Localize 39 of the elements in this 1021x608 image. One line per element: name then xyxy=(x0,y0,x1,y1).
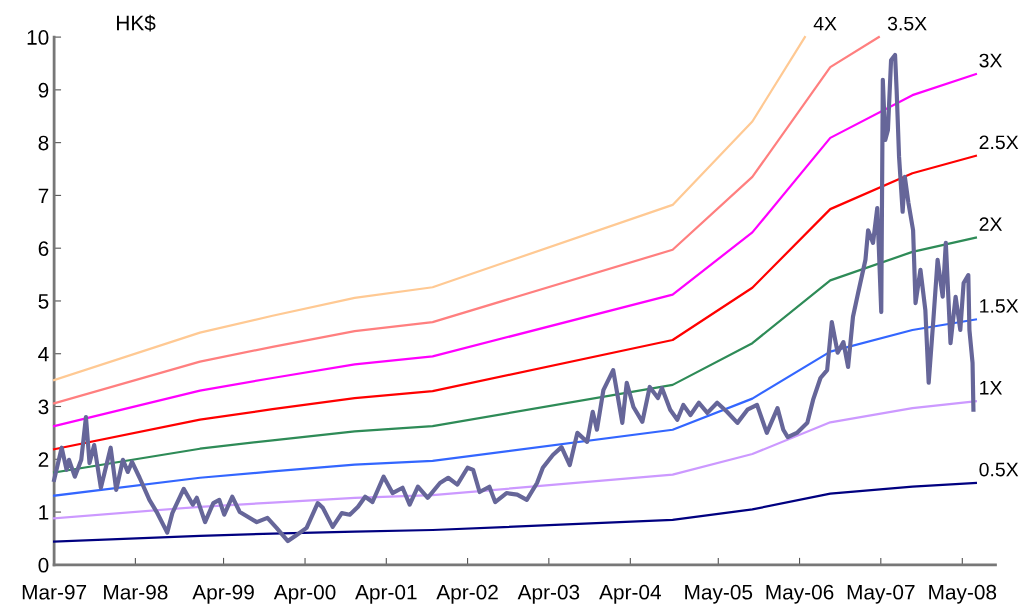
y-tick-label: 3 xyxy=(38,399,49,415)
line-series xyxy=(53,481,977,543)
series-label: 2X xyxy=(979,217,1003,231)
x-tick-label: Apr-99 xyxy=(192,584,254,604)
series-label: 2.5X xyxy=(979,135,1019,150)
y-tick-label: 8 xyxy=(38,135,49,151)
x-tick-label: May-07 xyxy=(847,584,915,604)
y-tick-label: 2 xyxy=(38,452,49,467)
line-series xyxy=(53,236,977,474)
x-tick-label: May-05 xyxy=(685,584,753,604)
x-tick-label: Mar-98 xyxy=(104,584,168,600)
series-label: 4X xyxy=(813,16,837,31)
x-tick-label: May-08 xyxy=(929,584,997,604)
y-tick-label: 9 xyxy=(38,82,49,98)
x-tick-label: May-06 xyxy=(766,584,834,604)
y-tick-label: 5 xyxy=(38,294,49,309)
x-tick-label: Apr-00 xyxy=(273,584,336,604)
line-series xyxy=(53,72,977,428)
y-tick-label: 1 xyxy=(39,505,49,520)
series-label: 3.5X xyxy=(887,16,927,31)
y-tick-label: 4 xyxy=(38,346,49,362)
y-tick-label: 0 xyxy=(38,557,49,573)
series-label: 0.5X xyxy=(979,462,1019,477)
y-tick-label: 10 xyxy=(27,30,49,45)
x-tick-label: Apr-03 xyxy=(517,584,580,604)
series-label: 3X xyxy=(979,53,1003,68)
y-axis-title: HK$ xyxy=(117,14,156,32)
x-tick-label: Apr-04 xyxy=(599,584,661,604)
x-tick-label: Mar-97 xyxy=(22,584,87,600)
line-series xyxy=(52,52,976,544)
x-tick-label: Apr-01 xyxy=(355,584,417,604)
x-tick-label: Apr-02 xyxy=(436,584,498,604)
line-series xyxy=(53,400,977,520)
series-label: 1X xyxy=(980,381,1003,395)
series-label: 1.5X xyxy=(980,299,1019,313)
line-series xyxy=(53,318,977,497)
y-tick-label: 7 xyxy=(38,188,49,203)
y-tick-label: 6 xyxy=(38,241,49,256)
line-series xyxy=(53,154,977,451)
